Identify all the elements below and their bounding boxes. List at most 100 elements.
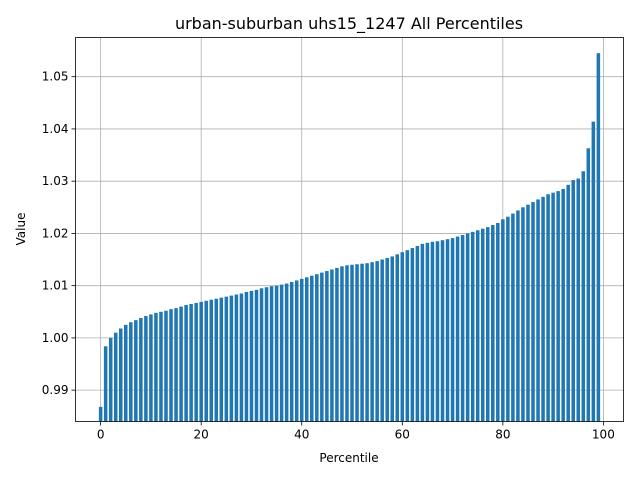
bar: [400, 252, 405, 422]
bar: [219, 297, 224, 422]
bar: [229, 295, 234, 422]
bar: [375, 261, 379, 422]
bar: [415, 245, 420, 422]
bar: [305, 277, 309, 422]
chart-title: urban-suburban uhs15_1247 All Percentile…: [175, 14, 523, 34]
bar: [521, 207, 525, 422]
plot-frame: [75, 37, 624, 422]
x-tick-label: 20: [194, 428, 209, 442]
bar: [194, 302, 198, 422]
bar: [335, 267, 339, 422]
bar: [395, 254, 400, 422]
bar: [566, 184, 570, 422]
bar: [340, 266, 344, 422]
x-axis-label: Percentile: [319, 451, 378, 465]
bar: [284, 283, 289, 422]
bar: [274, 285, 279, 422]
bar: [98, 406, 103, 422]
y-tick-label: 1.00: [42, 331, 69, 345]
bar: [410, 248, 415, 422]
bar: [445, 239, 450, 422]
bar: [556, 191, 560, 422]
bar: [596, 53, 601, 422]
bar: [179, 306, 183, 422]
bar: [516, 210, 520, 422]
y-axis-label: Value: [14, 213, 28, 246]
bar: [124, 324, 128, 422]
x-tick-label: 40: [294, 428, 309, 442]
bar: [546, 194, 550, 422]
bar: [204, 300, 208, 422]
x-tick-label: 80: [495, 428, 510, 442]
bar: [149, 314, 153, 422]
bar: [134, 320, 138, 422]
bar: [551, 192, 555, 422]
bar: [541, 196, 545, 422]
y-tick-label: 0.99: [42, 383, 69, 397]
bar: [139, 318, 143, 422]
bar: [370, 262, 374, 422]
bar: [380, 259, 384, 422]
bar: [440, 240, 445, 422]
bar: [144, 315, 148, 422]
bar: [310, 275, 314, 422]
bar: [174, 308, 178, 422]
x-tick-label: 0: [97, 428, 105, 442]
bar: [264, 287, 269, 422]
ticks-layer: 0 20 40 60 80 100 0.99 1.00 1.01 1.02 1.03 1.04 1.05: [42, 70, 615, 442]
bar: [108, 337, 113, 422]
bar: [571, 180, 575, 422]
bar: [118, 328, 123, 422]
bar: [536, 199, 540, 422]
bar: [129, 322, 133, 422]
y-tick-label: 1.03: [42, 174, 69, 188]
bar: [184, 304, 188, 422]
bar: [586, 148, 591, 422]
bar: [425, 242, 430, 422]
bar: [355, 264, 359, 422]
bar: [385, 257, 389, 422]
bar: [405, 250, 410, 422]
bar: [460, 234, 465, 422]
bar: [435, 241, 440, 422]
bar: [159, 311, 163, 422]
bar: [224, 296, 229, 422]
bar: [330, 269, 334, 422]
bar: [345, 265, 349, 422]
bar: [576, 178, 581, 422]
x-tick-label: 100: [592, 428, 615, 442]
x-tick-label: 60: [395, 428, 410, 442]
bar: [526, 204, 530, 422]
bar: [531, 202, 535, 422]
bar: [365, 263, 369, 422]
bars-layer: [98, 53, 601, 422]
bar: [561, 189, 565, 422]
bar: [209, 299, 214, 422]
y-tick-label: 1.02: [42, 226, 69, 240]
bar: [299, 278, 304, 422]
bar: [475, 230, 480, 422]
bar: [491, 225, 495, 422]
y-tick-label: 1.01: [42, 279, 69, 293]
bar: [113, 332, 118, 422]
bar: [169, 309, 173, 422]
bar: [450, 238, 455, 422]
bar: [480, 228, 485, 422]
bar: [249, 290, 254, 422]
bar: [485, 227, 490, 422]
bar: [279, 284, 284, 422]
y-tick-label: 1.04: [42, 122, 69, 136]
bar: [506, 216, 510, 422]
bar: [511, 213, 515, 422]
bar: [591, 121, 596, 422]
bar: [420, 243, 425, 422]
y-tick-label: 1.05: [42, 70, 69, 84]
bar: [470, 231, 475, 422]
bar: [164, 310, 168, 422]
bar: [244, 291, 249, 422]
bar: [154, 312, 158, 422]
bar: [239, 293, 244, 422]
bar: [315, 274, 319, 422]
